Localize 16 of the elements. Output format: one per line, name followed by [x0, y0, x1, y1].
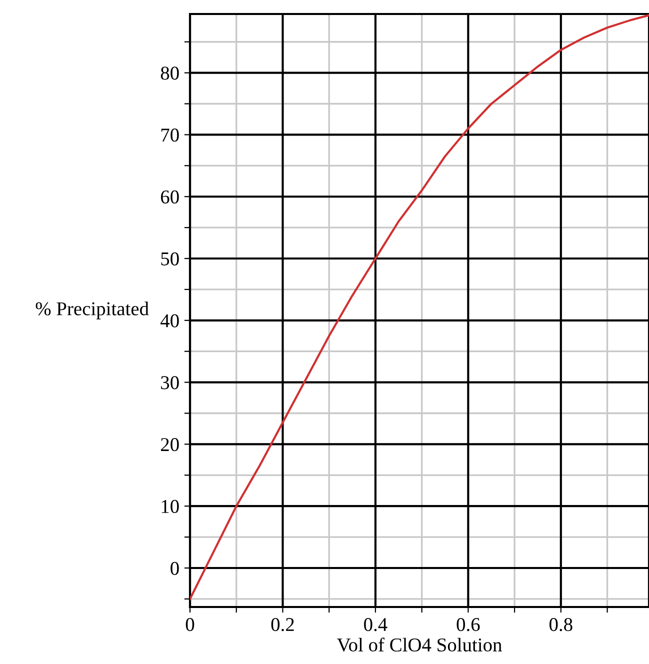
- y-tick-label: 10: [162, 500, 179, 514]
- y-tick-label: 50: [161, 252, 179, 266]
- x-tick-label: 0.8: [550, 618, 572, 632]
- x-tick-label: 0.4: [364, 618, 388, 632]
- y-tick-label: 60: [160, 190, 179, 204]
- y-tick-label: 0: [170, 562, 179, 575]
- x-tick-label: 0: [186, 618, 194, 632]
- y-tick-label: 30: [161, 376, 179, 390]
- y-axis-title: % Precipitated: [36, 302, 149, 320]
- x-tick-label: 0.6: [456, 618, 480, 632]
- x-axis-title: Vol of ClO4 Solution: [336, 638, 502, 652]
- y-tick-label: 80: [160, 66, 179, 80]
- x-tick-label: 0.2: [271, 618, 294, 632]
- y-tick-label: 40: [160, 314, 179, 328]
- y-tick-label: 20: [160, 438, 179, 452]
- y-tick-label: 70: [161, 128, 179, 142]
